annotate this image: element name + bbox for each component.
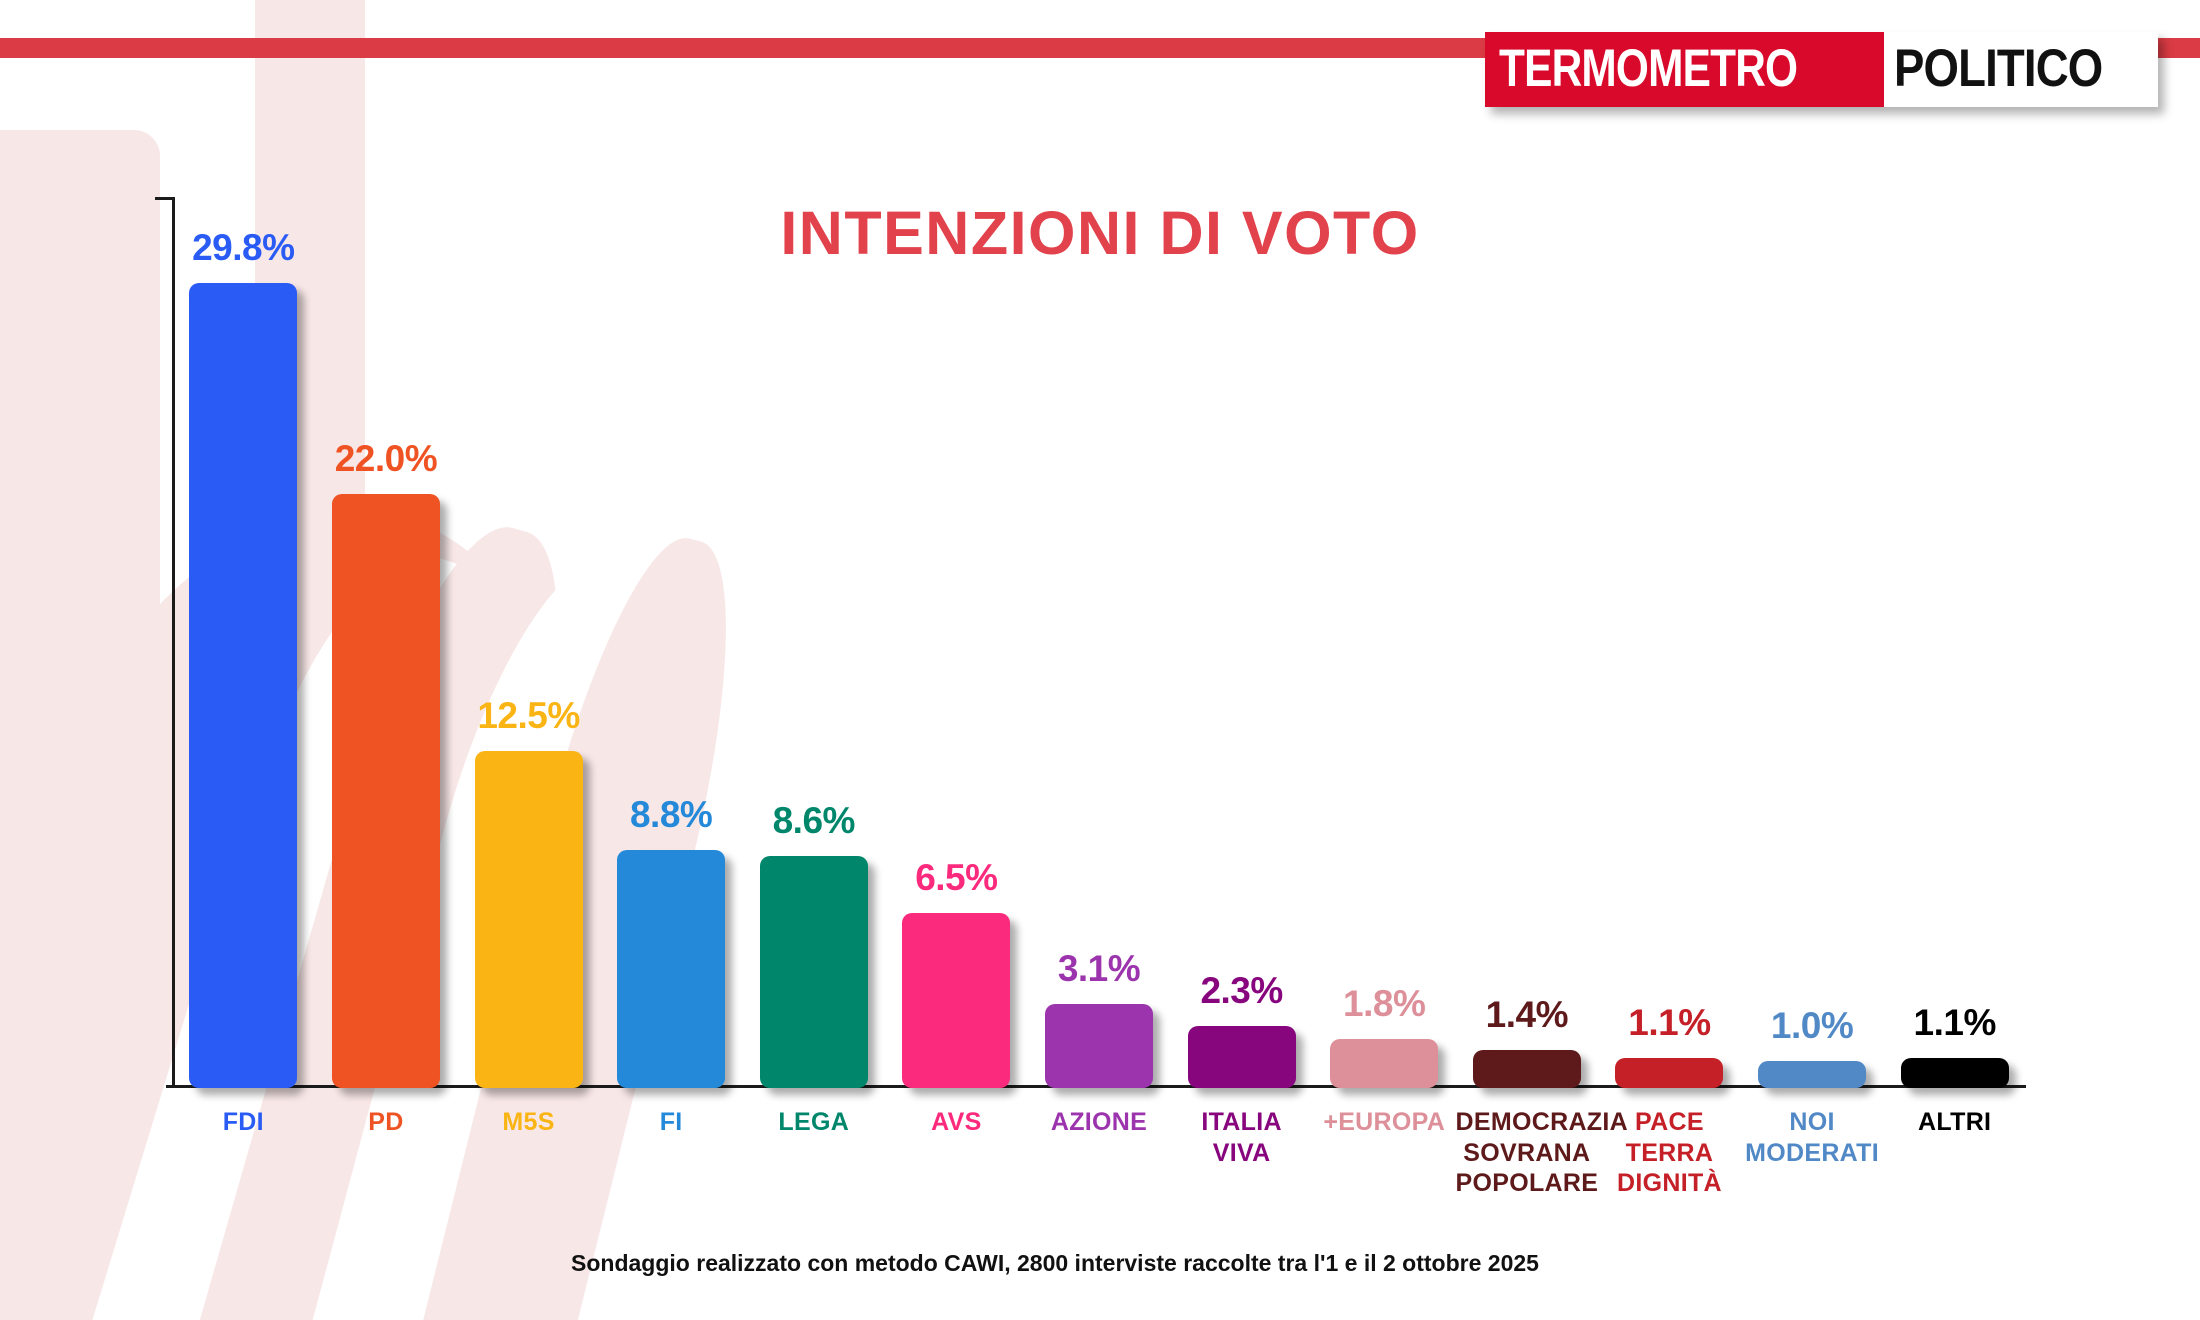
bar-slot: 29.8% [189, 197, 298, 1088]
bar-slot: 6.5% [902, 197, 1011, 1088]
bar[interactable] [1615, 1058, 1724, 1088]
bar-slot: 22.0% [331, 197, 440, 1088]
bar-slot: 8.8% [617, 197, 726, 1088]
bar[interactable] [1330, 1039, 1439, 1088]
bar[interactable] [1472, 1050, 1581, 1088]
category-label: PACE TERRA DIGNITÀ [1598, 1107, 1741, 1199]
bar[interactable] [189, 283, 298, 1088]
bar-value-label: 1.4% [1485, 994, 1569, 1036]
bar-value-label: 2.3% [1200, 969, 1283, 1011]
category-label-line: SOVRANA [1463, 1138, 1591, 1167]
bar-value-label: 1.1% [1628, 1002, 1711, 1044]
bar-value-label: 12.5% [477, 694, 580, 736]
category-label: PD [315, 1107, 458, 1138]
bar[interactable] [1900, 1058, 2009, 1088]
bar-value-label: 1.0% [1770, 1005, 1854, 1046]
category-label-line: FI [659, 1108, 683, 1136]
bar[interactable] [617, 850, 726, 1088]
bar-slot: 1.0% [1758, 197, 1867, 1088]
bar-group: 29.8% 22.0% 12.5% 8.8% 8.6% 6.5% 3.1% 2.3% 1.8% 1… [172, 197, 2026, 1088]
bar-slot: 3.1% [1045, 197, 1153, 1088]
bar[interactable] [1187, 1025, 1296, 1088]
page-title: INTENZIONI DI VOTO [780, 199, 1420, 267]
category-label: ALTRI [1883, 1107, 2026, 1138]
category-label: FDI [172, 1107, 315, 1138]
bar[interactable] [1045, 1004, 1153, 1088]
category-label: DEMOCRAZIA SOVRANA POPOLARE [1455, 1107, 1628, 1199]
category-label-line: FDI [222, 1108, 264, 1136]
bar[interactable] [474, 750, 583, 1088]
category-label-line: LEGA [778, 1108, 850, 1136]
bar-slot: 2.3% [1187, 197, 1296, 1088]
bar[interactable] [759, 855, 868, 1088]
bar-value-label: 22.0% [334, 438, 438, 479]
logo-text-termometro: TERMOMETRO [1498, 39, 1798, 98]
category-label: AVS [885, 1107, 1028, 1138]
category-label-line: PD [368, 1108, 404, 1136]
bar-value-label: 6.5% [915, 856, 998, 898]
category-label-line: TERRA [1625, 1138, 1714, 1167]
bar-slot: 8.6% [759, 197, 868, 1088]
bar-value-label: 8.6% [772, 799, 856, 841]
logo-left-block: TERMOMETRO [1484, 32, 1884, 107]
category-label-line: POPOLARE [1455, 1169, 1599, 1197]
category-label-line: ITALIA [1201, 1108, 1282, 1136]
category-label-line: VIVA [1212, 1138, 1271, 1167]
category-label: +EUROPA [1313, 1107, 1456, 1138]
category-label-line: MODERATI [1745, 1138, 1879, 1167]
category-label-line: PACE [1635, 1108, 1704, 1136]
category-label-group: FDI PD M5S FI LEGA AVS AZIONE ITALIA VIVA +EUROPA… [172, 1107, 2026, 1267]
category-label-line: M5S [502, 1108, 555, 1136]
logo-text-politico: POLITICO [1893, 39, 2103, 98]
bar-value-label: 8.8% [629, 794, 713, 836]
bar-slot: 1.4% [1472, 197, 1581, 1088]
methodology-note: Sondaggio realizzato con metodo CAWI, 28… [571, 1250, 1539, 1276]
termometro-politico-logo: TERMOMETRO POLITICO [1484, 32, 2158, 107]
category-label: FI [600, 1107, 743, 1138]
bar-slot: 12.5% [474, 197, 583, 1088]
category-label-line: DIGNITÀ [1617, 1169, 1722, 1197]
y-axis-top-tick [155, 197, 175, 200]
bar[interactable] [1758, 1061, 1867, 1088]
category-label: M5S [457, 1107, 600, 1138]
category-label: AZIONE [1028, 1107, 1171, 1138]
category-label-line: ALTRI [1918, 1108, 1992, 1136]
category-label-line: AVS [931, 1108, 982, 1136]
bar-slot: 1.8% [1330, 197, 1439, 1088]
category-label: LEGA [742, 1107, 885, 1138]
bar[interactable] [902, 912, 1011, 1088]
category-label: NOI MODERATI [1741, 1107, 1884, 1168]
bar-value-label: 1.1% [1913, 1002, 1997, 1044]
bar-value-label: 3.1% [1057, 948, 1141, 990]
logo-right-block: POLITICO [1883, 32, 2158, 107]
category-label-line: NOI [1789, 1108, 1835, 1136]
bar[interactable] [331, 494, 440, 1088]
bar-value-label: 1.8% [1343, 983, 1426, 1025]
category-label-line: AZIONE [1050, 1108, 1148, 1136]
category-label-line: +EUROPA [1323, 1108, 1446, 1136]
category-label-line: DEMOCRAZIA [1455, 1108, 1628, 1136]
category-label: ITALIA VIVA [1170, 1107, 1313, 1168]
bar-slot: 1.1% [1900, 197, 2009, 1088]
bar-slot: 1.1% [1615, 197, 1724, 1088]
